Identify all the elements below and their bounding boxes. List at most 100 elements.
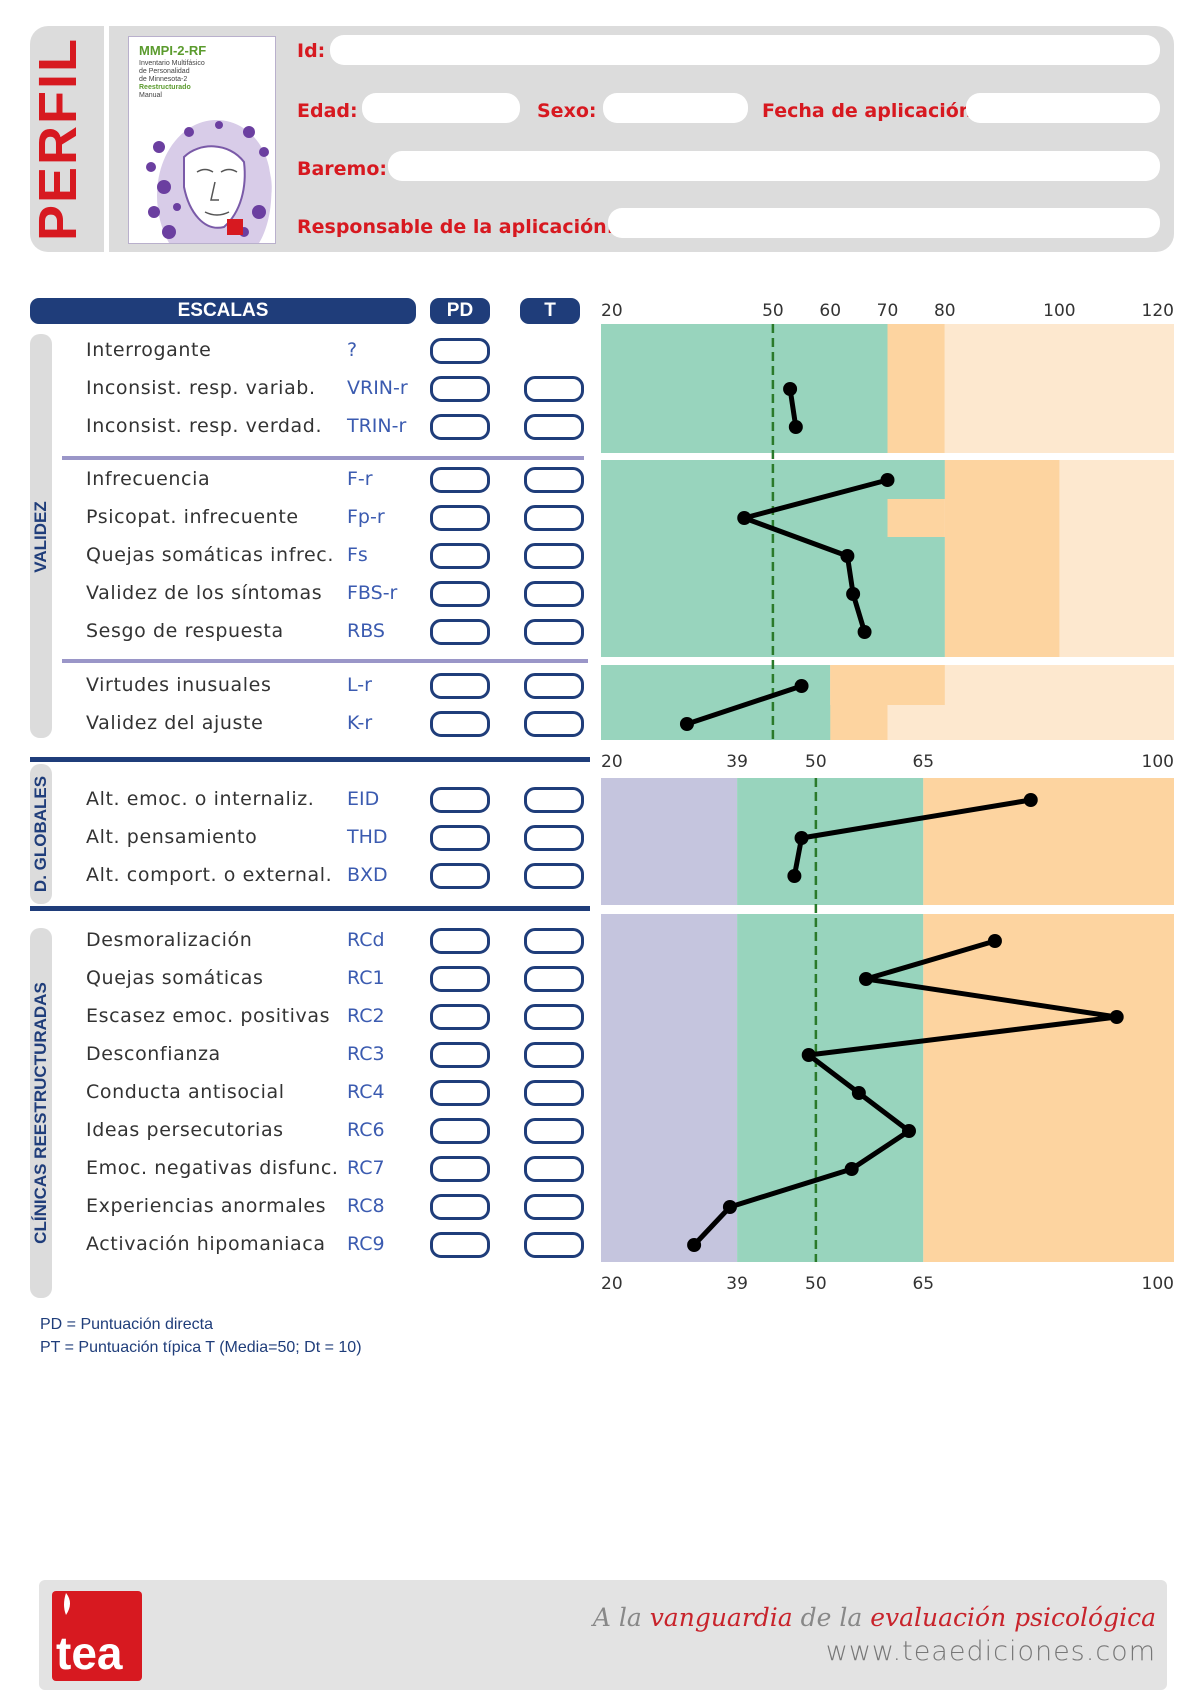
pd-score-field[interactable]	[430, 414, 490, 440]
scale-code: L-r	[347, 674, 372, 696]
pd-score-field[interactable]	[430, 1118, 490, 1144]
section-divider	[30, 757, 590, 762]
t-score-field[interactable]	[524, 1042, 584, 1068]
clinicas-profile-point	[722, 1200, 737, 1214]
t-score-field[interactable]	[524, 414, 584, 440]
pd-score-field[interactable]	[430, 1080, 490, 1106]
clinicas-sidebar	[30, 928, 52, 1298]
t-score-field[interactable]	[524, 376, 584, 402]
t-score-field[interactable]	[524, 711, 584, 737]
clinicas-profile-point	[844, 1162, 859, 1176]
axis-tick-label: 50	[805, 1274, 827, 1294]
t-score-field[interactable]	[524, 619, 584, 645]
validity-profile-point	[794, 679, 809, 693]
band-lavender	[601, 914, 738, 1262]
id-field[interactable]	[330, 35, 1160, 65]
pd-score-field[interactable]	[430, 711, 490, 737]
scale-name: Alt. emoc. o internaliz.	[86, 788, 315, 810]
pd-score-field[interactable]	[430, 863, 490, 889]
pd-score-field[interactable]	[430, 673, 490, 699]
pd-score-field[interactable]	[430, 338, 490, 364]
pd-score-field[interactable]	[430, 966, 490, 992]
t-score-field[interactable]	[524, 673, 584, 699]
t-score-field[interactable]	[524, 1118, 584, 1144]
scale-name: Quejas somáticas infrec.	[86, 544, 334, 566]
tea-logo-mark: tea	[56, 1593, 123, 1679]
pd-score-field[interactable]	[430, 619, 490, 645]
slogan-part: A la	[592, 1603, 650, 1632]
validez-group-divider	[62, 456, 584, 460]
axis-tick-label: 20	[601, 301, 623, 321]
axis-tick-label: 50	[805, 752, 827, 772]
legend-pd: PD = Puntuación directa	[40, 1316, 213, 1333]
band-orange	[923, 914, 1174, 1262]
t-score-field[interactable]	[524, 863, 584, 889]
slogan-part: vanguardia	[649, 1603, 793, 1632]
pd-score-field[interactable]	[430, 1194, 490, 1220]
t-score-field[interactable]	[524, 966, 584, 992]
t-score-field[interactable]	[524, 1194, 584, 1220]
pd-score-field[interactable]	[430, 787, 490, 813]
pd-score-field[interactable]	[430, 581, 490, 607]
pd-score-field[interactable]	[430, 1042, 490, 1068]
t-score-field[interactable]	[524, 1156, 584, 1182]
scale-code: RC1	[347, 967, 385, 989]
globales-sidebar	[30, 764, 52, 904]
axis-tick-label: 65	[912, 752, 934, 772]
pd-score-field[interactable]	[430, 505, 490, 531]
t-score-field[interactable]	[524, 467, 584, 493]
sexo-field[interactable]	[603, 93, 748, 123]
pd-score-field[interactable]	[430, 467, 490, 493]
fecha-field[interactable]	[966, 93, 1160, 123]
footer-website[interactable]: www.teaediciones.com	[825, 1636, 1156, 1667]
globales-label: D. GLOBALES	[31, 775, 50, 893]
t-score-field[interactable]	[524, 787, 584, 813]
scale-name: Alt. pensamiento	[86, 826, 258, 848]
cover-subtitle-line: Reestructurado	[139, 84, 191, 91]
pd-score-field[interactable]	[430, 1156, 490, 1182]
band-orange	[944, 460, 1060, 657]
validity-profile-point	[857, 625, 872, 639]
responsable-label: Responsable de la aplicación:	[297, 216, 615, 238]
scale-code: Fp-r	[347, 506, 385, 528]
pd-score-field[interactable]	[430, 825, 490, 851]
pd-score-field[interactable]	[430, 376, 490, 402]
pd-score-field[interactable]	[430, 1004, 490, 1030]
t-score-field[interactable]	[524, 505, 584, 531]
manual-cover-image: MMPI-2-RF Inventario Multifásico de Pers…	[128, 36, 276, 244]
scale-name: Desmoralización	[86, 929, 253, 951]
scale-name: Sesgo de respuesta	[86, 620, 284, 642]
scale-code: RC4	[347, 1081, 385, 1103]
globales-profile-point	[787, 869, 802, 883]
baremo-field[interactable]	[388, 151, 1160, 181]
pd-score-field[interactable]	[430, 928, 490, 954]
pd-score-field[interactable]	[430, 543, 490, 569]
axis-tick-label: 100	[1142, 752, 1174, 772]
scale-code: RC8	[347, 1195, 385, 1217]
band-green	[601, 324, 888, 453]
t-score-field[interactable]	[524, 543, 584, 569]
scale-code: RC3	[347, 1043, 385, 1065]
scale-code: ?	[347, 339, 358, 361]
axis-tick-label: 39	[726, 752, 748, 772]
edad-field[interactable]	[362, 93, 520, 123]
band-green	[601, 665, 831, 705]
scale-code: RBS	[347, 620, 385, 642]
validity-profile-point	[679, 717, 694, 731]
clinicas-profile-point	[901, 1124, 916, 1138]
scale-name: Validez de los síntomas	[86, 582, 323, 604]
t-score-field[interactable]	[524, 581, 584, 607]
t-score-field[interactable]	[524, 928, 584, 954]
band-green	[737, 914, 924, 1262]
t-score-field[interactable]	[524, 1080, 584, 1106]
clinicas-profile-point	[687, 1238, 702, 1252]
escalas-header: ESCALAS	[30, 298, 416, 324]
scale-name: Escasez emoc. positivas	[86, 1005, 331, 1027]
scale-name: Desconfianza	[86, 1043, 221, 1065]
pd-score-field[interactable]	[430, 1232, 490, 1258]
t-score-field[interactable]	[524, 825, 584, 851]
responsable-field[interactable]	[608, 208, 1160, 238]
t-score-field[interactable]	[524, 1232, 584, 1258]
t-score-field[interactable]	[524, 1004, 584, 1030]
scale-code: RC6	[347, 1119, 385, 1141]
